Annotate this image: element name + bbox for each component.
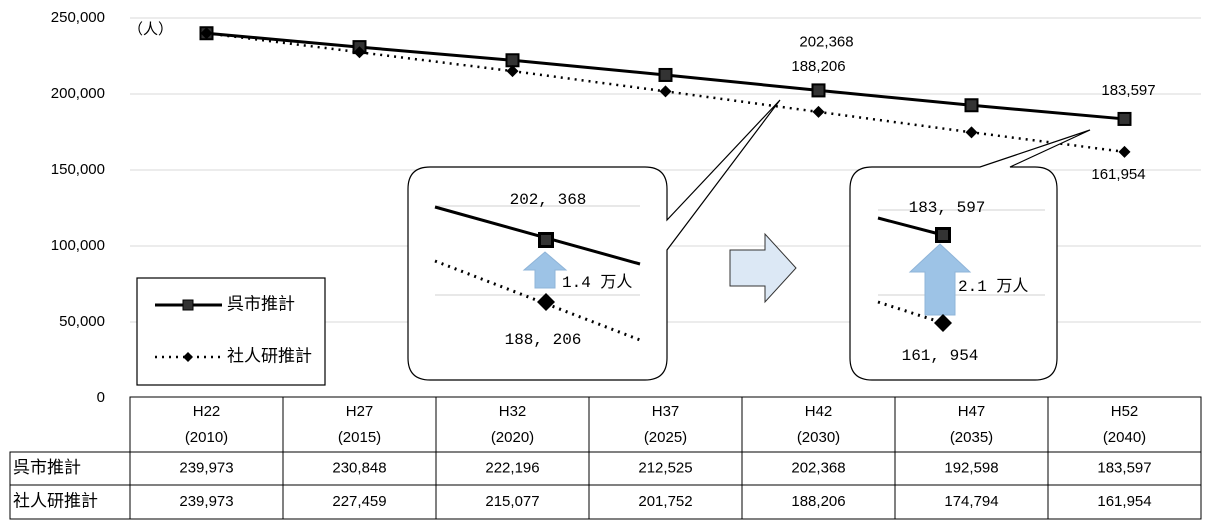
point xyxy=(353,46,366,59)
inset-gap: 2.1 万人 xyxy=(958,277,1028,296)
series: 202,368 183,597 188,206 161,954 xyxy=(199,26,1156,183)
inset-line xyxy=(877,300,944,325)
row-label: 社人研推計 xyxy=(13,491,98,510)
y-tick-label: 200,000 xyxy=(51,85,105,102)
gap-arrow xyxy=(908,243,972,316)
x-tick-label: H27 xyxy=(346,403,374,420)
point xyxy=(658,67,673,82)
gap-arrow xyxy=(522,251,568,289)
unit-label: （人） xyxy=(128,21,173,38)
table-cell: 201,752 xyxy=(638,493,692,510)
inset-label: 161, 954 xyxy=(902,347,979,365)
x-tick-sublabel: (2015) xyxy=(338,429,381,446)
x-tick-label: H42 xyxy=(805,403,833,420)
table-cell: 183,597 xyxy=(1097,459,1151,476)
x-tick-sublabel: (2035) xyxy=(950,429,993,446)
inset-gap: 1.4 万人 xyxy=(562,273,632,292)
point xyxy=(965,126,978,139)
x-tick-sublabel: (2020) xyxy=(491,429,534,446)
inset-line xyxy=(434,205,641,266)
point xyxy=(964,98,979,113)
x-tick-label: H32 xyxy=(499,403,527,420)
table-cell: 192,598 xyxy=(944,459,998,476)
x-tick-sublabel: (2010) xyxy=(185,429,228,446)
table-cell: 239,973 xyxy=(179,459,233,476)
table-cell: 227,459 xyxy=(332,493,386,510)
callout-bubble xyxy=(849,129,1091,381)
point xyxy=(506,65,519,78)
inset: 183, 597 2.1 万人 161, 954 xyxy=(849,129,1091,381)
transition-arrow xyxy=(729,232,797,304)
x-tick-sublabel: (2040) xyxy=(1103,429,1146,446)
point xyxy=(200,27,213,40)
table-cell: 174,794 xyxy=(944,493,998,510)
table-cell: 212,525 xyxy=(638,459,692,476)
point xyxy=(812,105,825,118)
x-tick-sublabel: (2025) xyxy=(644,429,687,446)
x-tick-label: H47 xyxy=(958,403,986,420)
inset-label: 202, 368 xyxy=(510,191,587,209)
table-cell: 215,077 xyxy=(485,493,539,510)
y-tick-label: 50,000 xyxy=(59,313,105,330)
x-tick-label: H22 xyxy=(193,403,221,420)
legend-marker xyxy=(182,299,194,311)
inset-marker xyxy=(537,293,555,311)
table-cell: 161,954 xyxy=(1097,493,1151,510)
inset-line xyxy=(434,259,641,342)
inset-marker xyxy=(934,314,952,332)
y-tick-label: 0 xyxy=(97,389,105,406)
row-label: 呉市推計 xyxy=(13,458,81,477)
table-cell: 239,973 xyxy=(179,493,233,510)
point xyxy=(811,83,826,98)
y-tick-label: 250,000 xyxy=(51,9,105,26)
table-cell: 188,206 xyxy=(791,493,845,510)
y-tick-label: 150,000 xyxy=(51,161,105,178)
x-tick-label: H52 xyxy=(1111,403,1139,420)
legend-label: 呉市推計 xyxy=(227,294,295,313)
table-cell: 230,848 xyxy=(332,459,386,476)
x-tick-label: H37 xyxy=(652,403,680,420)
y-tick-label: 100,000 xyxy=(51,237,105,254)
table-cell: 222,196 xyxy=(485,459,539,476)
inset-marker xyxy=(541,235,551,245)
data-label: 188,206 xyxy=(791,58,845,75)
legend-marker xyxy=(183,352,193,362)
data-table: H22 (2010) H27 (2015) H32 (2020) H37 (2025) H42 (… xyxy=(9,396,1202,520)
table-cell: 202,368 xyxy=(791,459,845,476)
legend-label: 社人研推計 xyxy=(227,346,312,365)
data-label: 183,597 xyxy=(1101,82,1155,99)
data-label: 161,954 xyxy=(1091,166,1145,183)
inset: 202, 368 1.4 万人 188, 206 xyxy=(407,99,781,381)
point xyxy=(505,53,520,68)
inset-line xyxy=(877,216,944,237)
point xyxy=(1118,145,1131,158)
inset-marker xyxy=(938,230,948,240)
data-label: 202,368 xyxy=(799,33,853,50)
inset-label: 183, 597 xyxy=(909,199,986,217)
x-tick-sublabel: (2030) xyxy=(797,429,840,446)
point xyxy=(659,85,672,98)
point xyxy=(1117,111,1132,126)
inset-label: 188, 206 xyxy=(505,331,582,349)
callout-bubble xyxy=(407,99,781,381)
legend-box xyxy=(136,277,326,386)
